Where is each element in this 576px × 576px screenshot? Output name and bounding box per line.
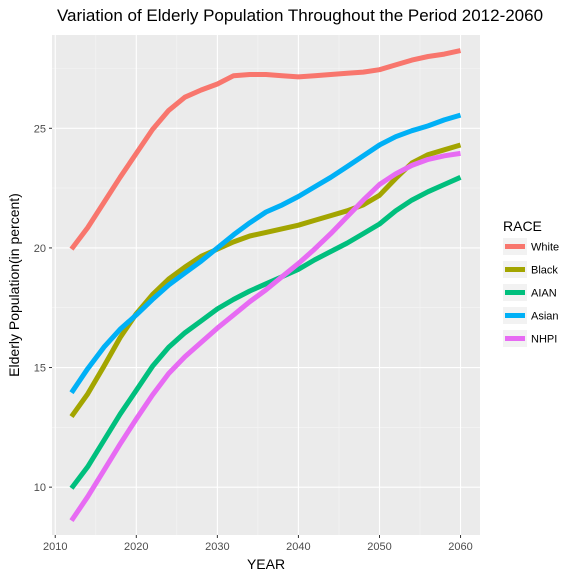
legend-label-aian: AIAN	[531, 288, 557, 300]
x-tick-label: 2050	[367, 541, 391, 553]
legend-label-black: Black	[531, 265, 558, 277]
x-axis-title: YEAR	[247, 556, 285, 572]
legend-title: RACE	[503, 218, 542, 234]
y-tick-label: 15	[34, 363, 46, 375]
x-tick-label: 2020	[124, 541, 148, 553]
y-axis: 10 15 20 25	[34, 123, 52, 494]
series-line-white	[69, 48, 462, 251]
x-tick-label: 2030	[205, 541, 229, 553]
legend-label-nhpi: NHPI	[531, 334, 557, 346]
series-line-aian	[69, 175, 462, 490]
grid-major	[52, 35, 480, 535]
x-tick-label: 2060	[448, 541, 472, 553]
series-line-asian	[69, 112, 462, 395]
y-tick-label: 10	[34, 482, 46, 494]
x-tick-label: 2040	[286, 541, 310, 553]
x-axis: 2010 2020 2030 2040 2050 2060	[43, 535, 473, 553]
legend: RACE White Black AIAN Asian NHPI	[503, 218, 559, 347]
series-line-nhpi	[69, 150, 461, 523]
series-lines	[69, 48, 462, 523]
y-tick-label: 20	[34, 243, 46, 255]
x-tick-label: 2010	[43, 541, 67, 553]
y-tick-label: 25	[34, 123, 46, 135]
chart-title: Variation of Elderly Population Througho…	[57, 6, 543, 25]
legend-label-asian: Asian	[531, 311, 559, 323]
y-axis-title: Elderly Population(in percent)	[6, 193, 22, 377]
legend-label-white: White	[531, 242, 559, 254]
